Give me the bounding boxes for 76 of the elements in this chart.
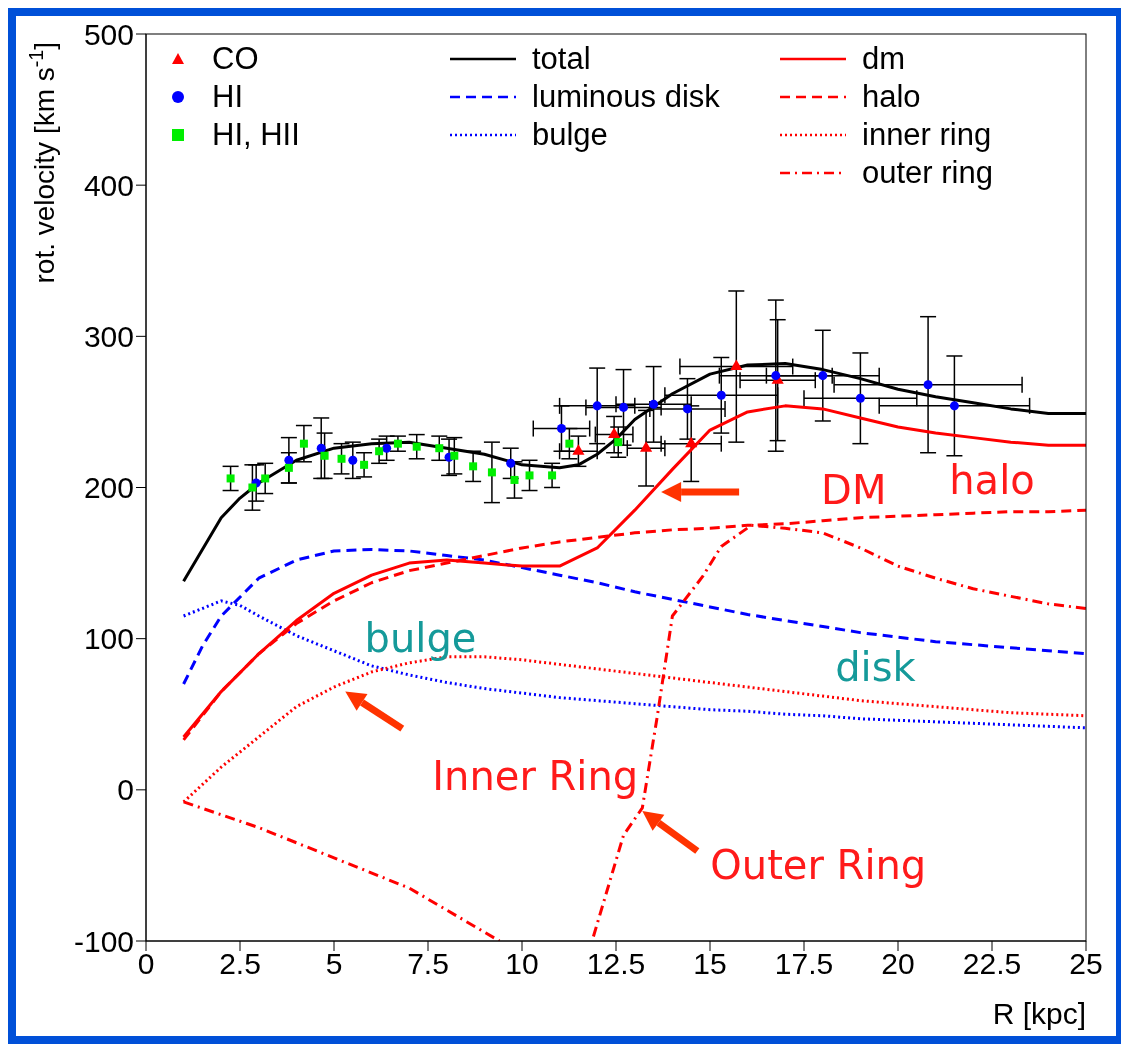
legend-label: halo [862, 79, 921, 115]
point [375, 447, 384, 456]
point [360, 460, 369, 469]
x-tick-label: 22.5 [962, 947, 1022, 981]
point [510, 475, 519, 484]
point [337, 454, 346, 463]
line-series [182, 404, 1086, 739]
legend-label: outer ring [862, 155, 993, 191]
point [818, 371, 828, 381]
annotation: disk [835, 643, 917, 690]
point [730, 359, 743, 371]
legend-label: CO [212, 41, 259, 77]
x-tick-label: 17.5 [774, 947, 834, 981]
legend-label: HI, HII [212, 117, 300, 153]
y-tick-label: 200 [83, 471, 134, 505]
annotation: halo [949, 456, 1035, 503]
x-tick-label: 15 [693, 947, 727, 981]
x-axis-title: R [kpc] [992, 997, 1086, 1030]
legend-label: luminous disk [532, 79, 720, 115]
point [649, 399, 659, 409]
x-tick-label: 12.5 [586, 947, 646, 981]
point [299, 439, 308, 448]
annotation: bulge [364, 615, 477, 662]
legend-label: dm [862, 41, 906, 77]
y-tick-label: 300 [83, 319, 134, 353]
legend-label: inner ring [862, 117, 992, 153]
annotation: DM [821, 467, 887, 514]
x-tick-label: 20 [881, 947, 915, 981]
point [855, 393, 865, 403]
annotation: Inner Ring [432, 752, 639, 799]
point [556, 424, 566, 434]
point [435, 444, 444, 453]
point [382, 443, 392, 453]
x-tick-label: 2.5 [219, 947, 261, 981]
point [316, 443, 326, 453]
y-tick-label: 0 [117, 773, 134, 807]
x-tick-label: 7.5 [407, 947, 449, 981]
point [548, 471, 557, 480]
legend-label: bulge [532, 117, 608, 153]
point [348, 455, 358, 465]
point [685, 436, 698, 448]
point [393, 439, 402, 448]
point [506, 458, 516, 468]
point [487, 468, 496, 477]
point [614, 438, 623, 447]
point [619, 402, 629, 412]
point [565, 439, 574, 448]
point [682, 404, 692, 414]
point [248, 483, 257, 492]
point [923, 380, 933, 390]
x-tick-label: 0 [137, 947, 155, 981]
point [469, 462, 478, 471]
point [412, 442, 421, 451]
point [320, 451, 329, 460]
point [592, 401, 602, 411]
legend-label: HI [212, 79, 243, 115]
point [284, 455, 294, 465]
y-tick-label: 500 [83, 17, 134, 51]
point [450, 451, 459, 460]
x-tick-label: 25 [1069, 947, 1103, 981]
point [949, 401, 959, 411]
point [226, 474, 235, 483]
point [608, 427, 621, 439]
y-tick-label: -100 [73, 924, 134, 958]
x-tick-label: 10 [505, 947, 539, 981]
y-tick-label: 100 [83, 622, 134, 656]
point [525, 471, 534, 480]
x-tick-label: 5 [325, 947, 343, 981]
point [572, 444, 585, 455]
legend-label: total [532, 41, 591, 77]
point [261, 474, 270, 483]
point [716, 390, 726, 400]
point [284, 463, 293, 472]
y-tick-label: 400 [83, 168, 134, 202]
annotation: Outer Ring [710, 842, 927, 888]
point [640, 441, 653, 452]
